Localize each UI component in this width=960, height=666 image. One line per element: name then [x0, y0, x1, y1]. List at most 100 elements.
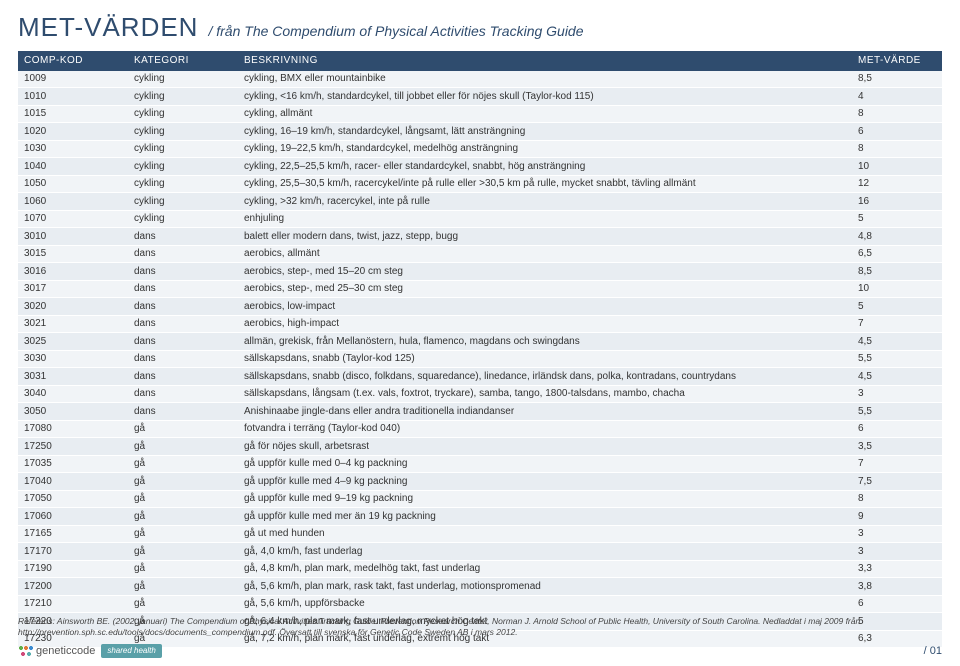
table-row: 1020cyklingcykling, 16–19 km/h, standard… — [18, 123, 942, 141]
cell-category: gå — [128, 560, 238, 578]
cell-category: dans — [128, 403, 238, 421]
cell-category: gå — [128, 595, 238, 613]
cell-value: 8,5 — [852, 263, 942, 281]
cell-category: cykling — [128, 123, 238, 141]
table-row: 17210gågå, 5,6 km/h, uppförsbacke6 — [18, 595, 942, 613]
cell-description: gå för nöjes skull, arbetsrast — [238, 438, 852, 456]
cell-code: 1040 — [18, 158, 128, 176]
cell-category: cykling — [128, 158, 238, 176]
cell-category: dans — [128, 368, 238, 386]
page-subtitle: / från The Compendium of Physical Activi… — [208, 23, 583, 39]
table-row: 1015cyklingcykling, allmänt8 — [18, 105, 942, 123]
reference-text: Referens: Ainsworth BE. (2002, januari) … — [18, 616, 942, 638]
table-row: 17060gågå uppför kulle med mer än 19 kg … — [18, 508, 942, 526]
cell-code: 17165 — [18, 525, 128, 543]
cell-code: 1010 — [18, 88, 128, 106]
cell-value: 7,5 — [852, 473, 942, 491]
cell-code: 1060 — [18, 193, 128, 211]
cell-value: 8,5 — [852, 71, 942, 88]
page-footer: Referens: Ainsworth BE. (2002, januari) … — [18, 616, 942, 658]
page-header: MET-VÄRDEN / från The Compendium of Phys… — [18, 12, 942, 43]
cell-value: 5,5 — [852, 350, 942, 368]
table-row: 1040cyklingcykling, 22,5–25,5 km/h, race… — [18, 158, 942, 176]
table-row: 17165gågå ut med hunden3 — [18, 525, 942, 543]
col-header-category: KATEGORI — [128, 51, 238, 71]
table-header-row: COMP-KOD KATEGORI BESKRIVNING MET-VÄRDE — [18, 51, 942, 71]
cell-value: 10 — [852, 158, 942, 176]
cell-description: gå, 4,0 km/h, fast underlag — [238, 543, 852, 561]
cell-description: aerobics, allmänt — [238, 245, 852, 263]
cell-code: 3021 — [18, 315, 128, 333]
cell-category: dans — [128, 315, 238, 333]
cell-code: 3040 — [18, 385, 128, 403]
geneticcode-icon — [18, 645, 34, 657]
cell-description: aerobics, step-, med 15–20 cm steg — [238, 263, 852, 281]
cell-description: aerobics, low-impact — [238, 298, 852, 316]
cell-category: gå — [128, 438, 238, 456]
cell-description: gå ut med hunden — [238, 525, 852, 543]
cell-description: aerobics, step-, med 25–30 cm steg — [238, 280, 852, 298]
cell-code: 17190 — [18, 560, 128, 578]
table-row: 17250gågå för nöjes skull, arbetsrast3,5 — [18, 438, 942, 456]
table-row: 3020dansaerobics, low-impact5 — [18, 298, 942, 316]
cell-value: 7 — [852, 455, 942, 473]
table-row: 1050cyklingcykling, 25,5–30,5 km/h, race… — [18, 175, 942, 193]
cell-value: 6,5 — [852, 245, 942, 263]
cell-code: 17170 — [18, 543, 128, 561]
cell-category: cykling — [128, 140, 238, 158]
cell-description: cykling, 25,5–30,5 km/h, racercykel/inte… — [238, 175, 852, 193]
cell-description: cykling, 19–22,5 km/h, standardcykel, me… — [238, 140, 852, 158]
table-row: 3016dansaerobics, step-, med 15–20 cm st… — [18, 263, 942, 281]
cell-description: sällskapsdans, snabb (disco, folkdans, s… — [238, 368, 852, 386]
table-row: 17170gågå, 4,0 km/h, fast underlag3 — [18, 543, 942, 561]
table-row: 17035gågå uppför kulle med 0–4 kg packni… — [18, 455, 942, 473]
cell-description: gå uppför kulle med 0–4 kg packning — [238, 455, 852, 473]
cell-description: fotvandra i terräng (Taylor-kod 040) — [238, 420, 852, 438]
cell-value: 5 — [852, 298, 942, 316]
cell-value: 3,8 — [852, 578, 942, 596]
footer-bar: geneticcode shared health / 01 — [18, 644, 942, 658]
met-table: COMP-KOD KATEGORI BESKRIVNING MET-VÄRDE … — [18, 51, 942, 648]
cell-category: dans — [128, 333, 238, 351]
cell-code: 3016 — [18, 263, 128, 281]
cell-description: allmän, grekisk, från Mellanöstern, hula… — [238, 333, 852, 351]
cell-code: 1070 — [18, 210, 128, 228]
cell-category: gå — [128, 420, 238, 438]
cell-category: dans — [128, 245, 238, 263]
cell-value: 8 — [852, 490, 942, 508]
cell-code: 17210 — [18, 595, 128, 613]
table-row: 3021dansaerobics, high-impact7 — [18, 315, 942, 333]
cell-category: cykling — [128, 193, 238, 211]
table-row: 17190gågå, 4,8 km/h, plan mark, medelhög… — [18, 560, 942, 578]
cell-description: sällskapsdans, långsam (t.ex. vals, foxt… — [238, 385, 852, 403]
cell-category: dans — [128, 280, 238, 298]
cell-value: 8 — [852, 140, 942, 158]
table-row: 3010dansbalett eller modern dans, twist,… — [18, 228, 942, 246]
cell-code: 17200 — [18, 578, 128, 596]
cell-category: cykling — [128, 175, 238, 193]
cell-value: 4,5 — [852, 333, 942, 351]
cell-code: 17250 — [18, 438, 128, 456]
cell-value: 3 — [852, 385, 942, 403]
cell-value: 6 — [852, 420, 942, 438]
cell-category: gå — [128, 578, 238, 596]
cell-category: gå — [128, 508, 238, 526]
cell-code: 3010 — [18, 228, 128, 246]
cell-description: sällskapsdans, snabb (Taylor-kod 125) — [238, 350, 852, 368]
sharedhealth-logo-text: shared health — [107, 646, 155, 655]
cell-code: 3017 — [18, 280, 128, 298]
table-row: 3015dansaerobics, allmänt6,5 — [18, 245, 942, 263]
cell-description: balett eller modern dans, twist, jazz, s… — [238, 228, 852, 246]
table-row: 17040gågå uppför kulle med 4–9 kg packni… — [18, 473, 942, 491]
cell-description: aerobics, high-impact — [238, 315, 852, 333]
cell-description: cykling, BMX eller mountainbike — [238, 71, 852, 88]
cell-category: dans — [128, 263, 238, 281]
footer-logos: geneticcode shared health — [18, 644, 162, 658]
table-row: 1009cyklingcykling, BMX eller mountainbi… — [18, 71, 942, 88]
cell-category: cykling — [128, 105, 238, 123]
cell-code: 1050 — [18, 175, 128, 193]
cell-value: 5 — [852, 210, 942, 228]
cell-category: dans — [128, 228, 238, 246]
cell-code: 3031 — [18, 368, 128, 386]
cell-description: enhjuling — [238, 210, 852, 228]
